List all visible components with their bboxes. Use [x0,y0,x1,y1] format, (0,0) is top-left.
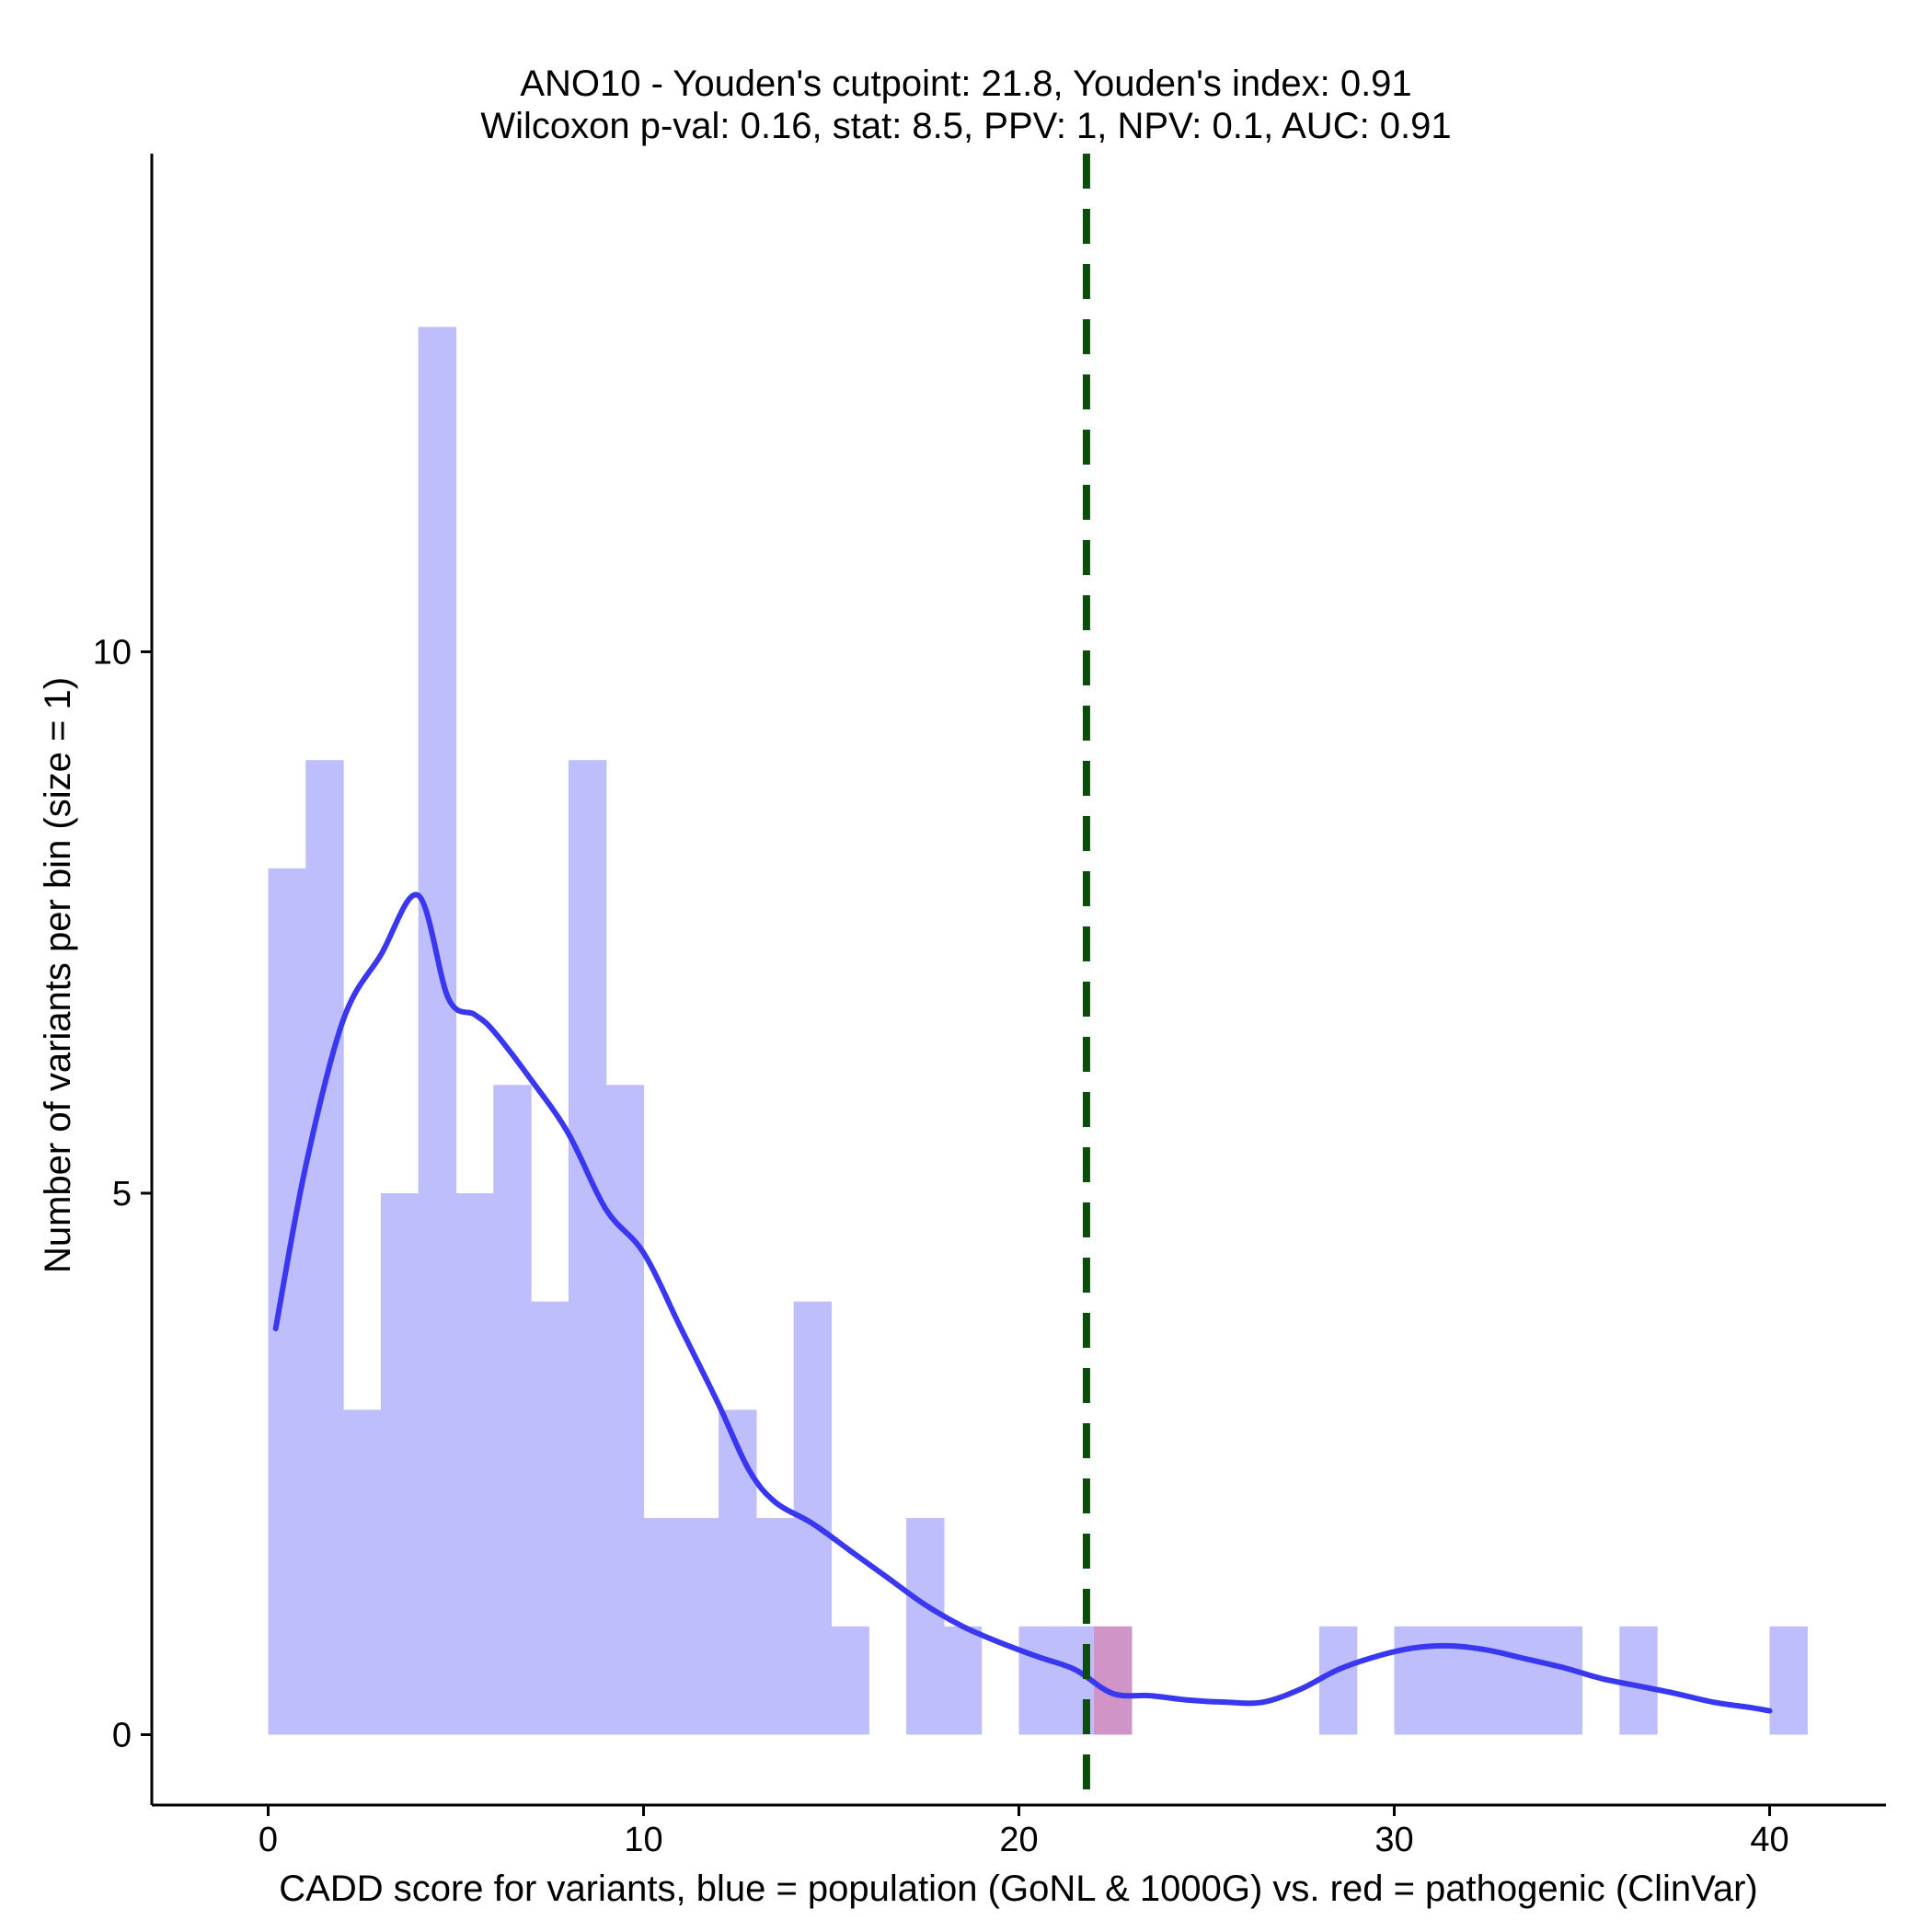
density-curve [272,891,1773,1714]
x-tick-label: 20 [999,1821,1038,1859]
population-bar [305,760,344,1735]
population-bar [493,1085,532,1735]
axes: 0 10 20 30 40 0 5 10 [93,154,1886,1859]
population-bar [531,1301,569,1735]
x-tick-label: 0 [259,1821,278,1859]
x-tick-label: 40 [1750,1821,1788,1859]
chart-title-line2: Wilcoxon p-val: 0.16, stat: 8.5, PPV: 1,… [480,106,1451,146]
y-tick-label: 5 [112,1175,132,1213]
population-bar [380,1192,420,1735]
population-bar [906,1518,945,1735]
y-ticks: 0 5 10 [93,633,152,1754]
population-bar [1432,1626,1470,1735]
pathogenic-bar [1094,1626,1133,1735]
population-bar [1469,1626,1508,1735]
population-bar [643,1518,682,1735]
population-bar [1018,1626,1057,1735]
population-bar [719,1409,757,1735]
pathogenic-histogram [1094,1626,1133,1735]
population-bar [943,1626,983,1735]
population-bar [568,760,607,1735]
population-bar [1506,1626,1546,1735]
y-axis-label: Number of variants per bin (size = 1) [38,677,78,1273]
x-ticks: 0 10 20 30 40 [259,1805,1789,1859]
x-axis-label: CADD score for variants, blue = populati… [279,1869,1757,1909]
population-bar [605,1085,645,1735]
x-tick-label: 30 [1374,1821,1413,1859]
population-histogram [268,327,1808,1735]
population-bar [681,1518,719,1735]
population-bar [1544,1626,1583,1735]
chart-title-line1: ANO10 - Youden's cutpoint: 21.8, Youden'… [520,63,1411,104]
population-bar [455,1192,494,1735]
population-bar [343,1409,382,1735]
population-bar [831,1626,869,1735]
y-tick-label: 10 [93,633,132,672]
population-bar [1394,1626,1432,1735]
y-tick-label: 0 [112,1716,132,1754]
x-tick-label: 10 [624,1821,662,1859]
population-bar [1619,1626,1658,1735]
plot-area [268,154,1808,1805]
population-bar [755,1518,795,1735]
chart-title: ANO10 - Youden's cutpoint: 21.8, Youden'… [480,63,1451,146]
population-bar [1318,1626,1358,1735]
population-bar [268,868,306,1735]
population-bar [1769,1626,1808,1735]
population-bar [418,327,457,1735]
